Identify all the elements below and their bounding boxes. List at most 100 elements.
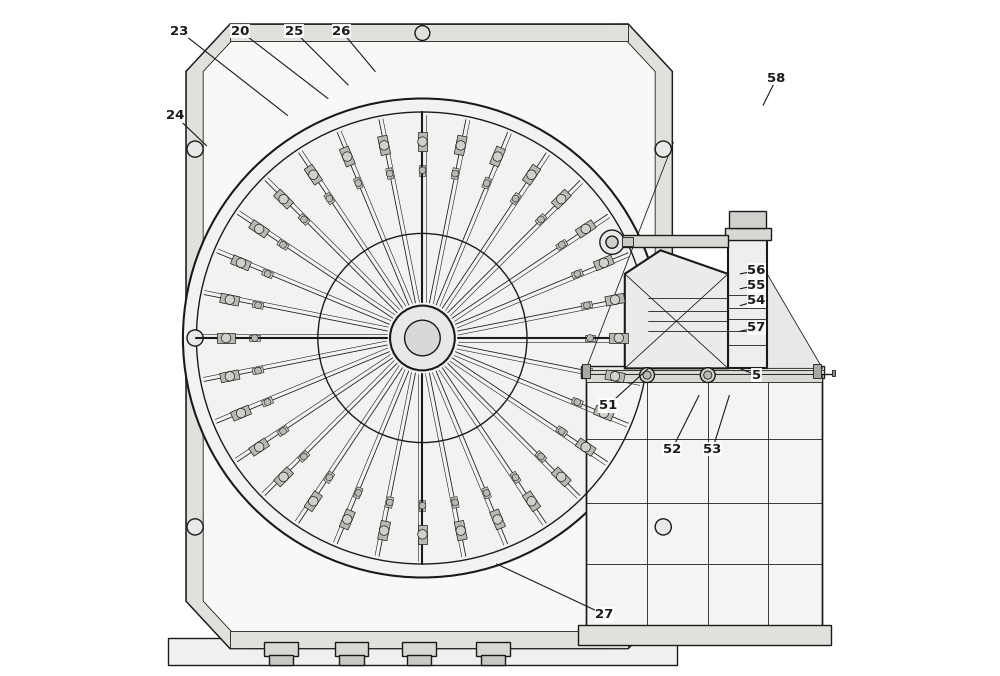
Bar xyxy=(230,631,628,648)
Polygon shape xyxy=(581,366,593,375)
Circle shape xyxy=(527,170,536,179)
Bar xyxy=(582,364,590,379)
Circle shape xyxy=(236,408,246,418)
Circle shape xyxy=(493,152,502,162)
Polygon shape xyxy=(261,397,274,407)
Polygon shape xyxy=(217,333,235,343)
Polygon shape xyxy=(571,269,583,279)
Polygon shape xyxy=(490,146,506,167)
Bar xyxy=(813,364,821,379)
Polygon shape xyxy=(249,438,270,456)
Polygon shape xyxy=(419,165,425,176)
Bar xyxy=(586,379,822,628)
Polygon shape xyxy=(535,451,547,462)
Polygon shape xyxy=(186,24,247,648)
Circle shape xyxy=(558,241,565,248)
Polygon shape xyxy=(418,132,427,151)
Polygon shape xyxy=(454,521,467,541)
Circle shape xyxy=(704,371,712,379)
Circle shape xyxy=(415,26,430,41)
Bar xyxy=(339,655,364,665)
Bar xyxy=(578,625,831,645)
Polygon shape xyxy=(324,193,335,205)
Polygon shape xyxy=(249,220,270,238)
Circle shape xyxy=(614,333,624,343)
Polygon shape xyxy=(298,214,310,225)
Circle shape xyxy=(640,368,654,383)
Circle shape xyxy=(379,526,389,535)
Polygon shape xyxy=(261,269,274,279)
Circle shape xyxy=(279,195,288,204)
Bar xyxy=(622,237,633,245)
Circle shape xyxy=(225,372,235,381)
Text: 56: 56 xyxy=(747,264,766,277)
Text: 24: 24 xyxy=(166,109,184,122)
Bar xyxy=(230,24,628,41)
Circle shape xyxy=(280,428,286,435)
Polygon shape xyxy=(277,426,289,437)
Polygon shape xyxy=(611,24,672,648)
Bar xyxy=(402,642,436,656)
Text: 55: 55 xyxy=(747,279,765,292)
Polygon shape xyxy=(510,193,521,205)
Circle shape xyxy=(655,518,671,535)
Circle shape xyxy=(225,295,235,304)
Polygon shape xyxy=(451,168,459,179)
Polygon shape xyxy=(767,274,822,368)
Polygon shape xyxy=(324,471,335,483)
Circle shape xyxy=(483,489,490,496)
Circle shape xyxy=(538,453,544,460)
Circle shape xyxy=(452,170,458,177)
Bar xyxy=(728,240,767,368)
Circle shape xyxy=(557,195,566,204)
Circle shape xyxy=(326,474,333,481)
Circle shape xyxy=(610,295,620,304)
Circle shape xyxy=(527,497,536,506)
Text: 20: 20 xyxy=(231,24,249,38)
Polygon shape xyxy=(220,293,240,306)
Polygon shape xyxy=(419,500,425,511)
Circle shape xyxy=(221,333,231,343)
Circle shape xyxy=(254,442,264,452)
Polygon shape xyxy=(605,370,625,383)
Bar xyxy=(832,370,835,377)
Polygon shape xyxy=(378,135,391,155)
Polygon shape xyxy=(482,487,491,499)
Text: 25: 25 xyxy=(285,24,303,38)
Text: 23: 23 xyxy=(170,24,189,38)
Polygon shape xyxy=(575,220,596,238)
Polygon shape xyxy=(585,335,595,341)
Circle shape xyxy=(301,216,307,223)
Circle shape xyxy=(655,141,671,158)
Circle shape xyxy=(343,514,352,524)
Circle shape xyxy=(390,306,455,370)
Circle shape xyxy=(419,502,426,509)
Polygon shape xyxy=(220,370,240,383)
Circle shape xyxy=(581,224,590,234)
Circle shape xyxy=(558,428,565,435)
Polygon shape xyxy=(353,487,363,499)
Circle shape xyxy=(280,241,286,248)
Circle shape xyxy=(583,302,590,309)
Polygon shape xyxy=(252,366,264,375)
Polygon shape xyxy=(593,405,614,421)
Polygon shape xyxy=(252,301,264,310)
Polygon shape xyxy=(609,333,628,343)
Circle shape xyxy=(279,472,288,481)
Circle shape xyxy=(255,367,261,374)
Polygon shape xyxy=(277,239,289,250)
Text: 57: 57 xyxy=(747,321,765,335)
Circle shape xyxy=(606,236,618,248)
Circle shape xyxy=(251,335,258,341)
Bar xyxy=(168,638,677,665)
Bar xyxy=(481,655,505,665)
Circle shape xyxy=(599,408,609,418)
Text: 53: 53 xyxy=(703,443,722,456)
Polygon shape xyxy=(386,168,394,179)
Bar xyxy=(581,366,824,379)
Circle shape xyxy=(355,180,362,187)
Circle shape xyxy=(456,526,465,535)
Polygon shape xyxy=(339,146,355,167)
Circle shape xyxy=(379,141,389,150)
Polygon shape xyxy=(551,189,571,209)
